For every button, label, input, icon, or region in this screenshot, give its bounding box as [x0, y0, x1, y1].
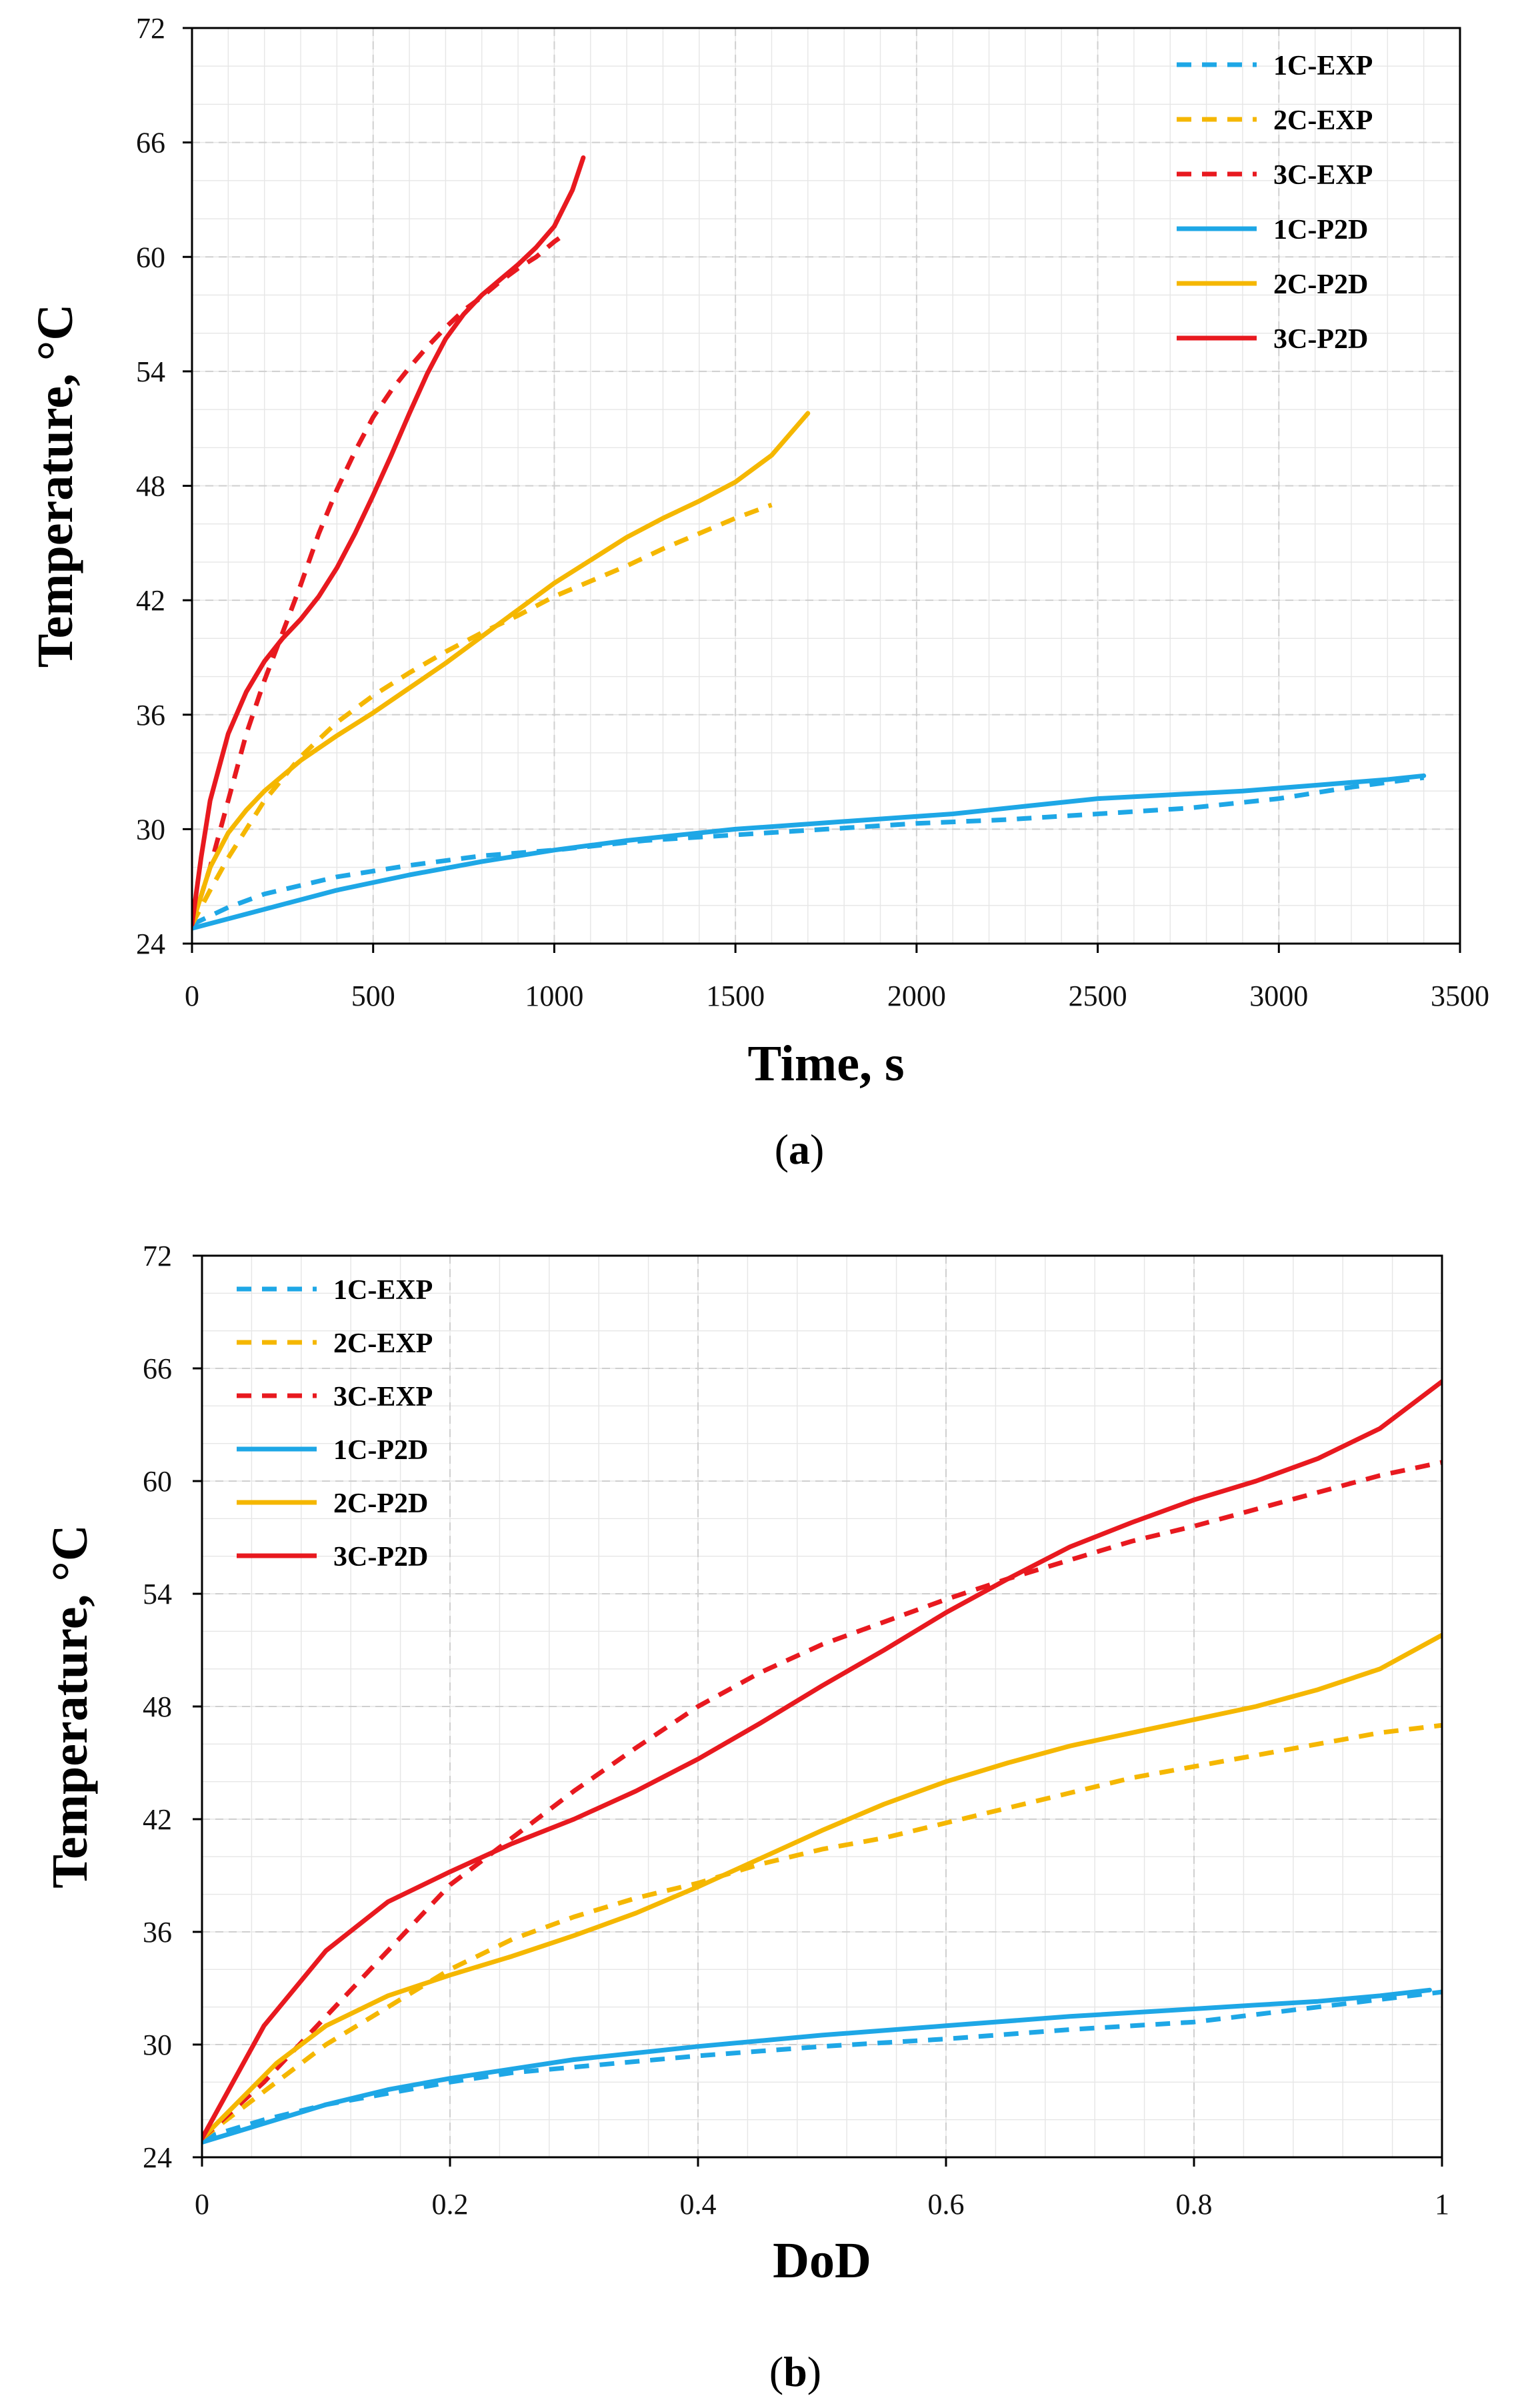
x-tick-label: 1500	[706, 980, 765, 1012]
caption-open: (	[775, 1126, 789, 1173]
x-tick-label: 2000	[887, 980, 946, 1012]
x-tick-label: 0	[195, 2188, 209, 2221]
x-tick-label: 0	[185, 980, 199, 1012]
chart-panel-a: 0 500 1000 1500 2000 2500 3000 3500 24 30 36 42 48 54…	[27, 12, 1489, 1173]
legend-label-3C-EXP: 3C-EXP	[333, 1382, 433, 1412]
y-tick-label: 36	[143, 1916, 172, 1949]
series-line-1C-P2D	[202, 1987, 1432, 2145]
x-tick-label: 0.2	[432, 2188, 469, 2221]
x-tick-label: 1	[1435, 2188, 1449, 2221]
legend-label-1C-EXP: 1C-EXP	[333, 1275, 433, 1306]
legend-label-1C-P2D: 1C-P2D	[1273, 215, 1368, 245]
legend-label-1C-P2D: 1C-P2D	[333, 1435, 428, 1466]
series-group	[202, 1379, 1442, 2145]
caption-close: )	[810, 1126, 824, 1173]
y-tick-label: 54	[136, 355, 165, 388]
series-line-1C-EXP	[192, 775, 1425, 927]
y-tick-label: 30	[136, 813, 165, 846]
caption-letter: b	[783, 2348, 807, 2395]
legend-label-2C-EXP: 2C-EXP	[1273, 105, 1373, 136]
y-tick-label: 48	[143, 1690, 172, 1723]
x-tick-label: 0.8	[1176, 2188, 1213, 2221]
legend: 1C-EXP 2C-EXP 3C-EXP 1C-P2D 2C-P2D 3C-P2D	[1177, 51, 1373, 355]
caption-letter: a	[789, 1126, 810, 1173]
series-line-2C-EXP	[192, 502, 773, 926]
x-tick-label: 1000	[525, 980, 583, 1012]
y-tick-label: 24	[143, 2141, 172, 2174]
legend-label-2C-P2D: 2C-P2D	[1273, 269, 1368, 300]
legend-label-1C-EXP: 1C-EXP	[1273, 51, 1373, 81]
x-tick-label: 2500	[1069, 980, 1127, 1012]
series-line-3C-EXP	[202, 1460, 1442, 2141]
y-tick-label: 66	[143, 1352, 172, 1385]
y-tick-label: 60	[136, 241, 165, 273]
x-tick-label: 3500	[1431, 980, 1489, 1012]
series-line-1C-P2D	[192, 773, 1427, 931]
x-tick-label: 0.4	[680, 2188, 717, 2221]
series-line-3C-P2D	[192, 155, 586, 927]
series-line-2C-P2D	[192, 411, 811, 927]
x-tick-label: 0.6	[928, 2188, 965, 2221]
legend-label-3C-P2D: 3C-P2D	[1273, 324, 1368, 355]
series-group	[192, 155, 1427, 931]
y-axis-title: Temperature, °C	[42, 1524, 98, 1888]
x-axis-title: DoD	[773, 2233, 871, 2289]
y-tick-label: 48	[136, 470, 165, 503]
legend-label-3C-EXP: 3C-EXP	[1273, 160, 1373, 191]
series-line-2C-P2D	[202, 1632, 1442, 2141]
y-tick-label: 30	[143, 2029, 172, 2061]
legend-label-3C-P2D: 3C-P2D	[333, 1542, 428, 1572]
x-tick-label: 500	[351, 980, 395, 1012]
y-tick-label: 42	[143, 1803, 172, 1836]
y-tick-label: 36	[136, 699, 165, 732]
series-line-3C-P2D	[202, 1379, 1442, 2141]
y-axis-title: Temperature, °C	[27, 304, 83, 668]
y-tick-label: 72	[136, 12, 165, 45]
legend: 1C-EXP 2C-EXP 3C-EXP 1C-P2D 2C-P2D 3C-P2D	[237, 1275, 433, 1572]
caption-close: )	[807, 2348, 821, 2395]
y-tick-label: 60	[143, 1465, 172, 1498]
y-tick-label: 72	[143, 1240, 172, 1272]
chart-panel-b: 0 0.2 0.4 0.6 0.8 1 24 30 36 42 48 54 60 66 72 DoD Tempe…	[42, 1240, 1449, 2395]
panel-caption: (b)	[769, 2348, 821, 2395]
y-tick-label: 24	[136, 928, 165, 960]
x-axis-title: Time, s	[747, 1036, 904, 1092]
y-tick-label: 54	[143, 1578, 172, 1610]
legend-label-2C-EXP: 2C-EXP	[333, 1328, 433, 1359]
y-tick-label: 42	[136, 584, 165, 617]
panel-caption: (a)	[775, 1126, 825, 1173]
series-line-2C-EXP	[202, 1722, 1442, 2141]
legend-label-2C-P2D: 2C-P2D	[333, 1488, 428, 1519]
x-tick-label: 3000	[1249, 980, 1308, 1012]
caption-open: (	[769, 2348, 783, 2395]
y-tick-label: 66	[136, 127, 165, 159]
